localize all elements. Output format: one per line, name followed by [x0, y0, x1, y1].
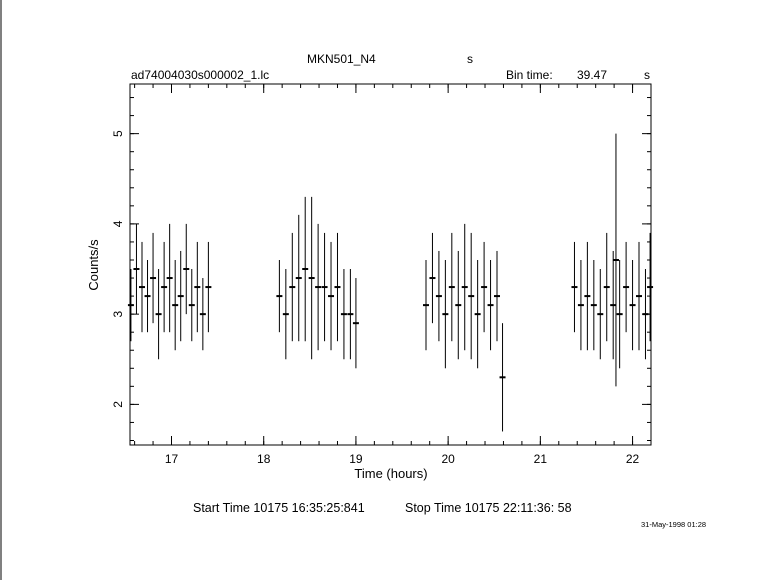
y-tick-label: 5	[111, 130, 125, 137]
x-tick-label: 19	[349, 452, 363, 466]
y-tick-label: 4	[111, 220, 125, 227]
x-tick-label: 18	[257, 452, 271, 466]
data-points	[127, 133, 654, 432]
x-tick-label: 21	[534, 452, 548, 466]
y-tick-label: 3	[111, 310, 125, 317]
bin-time-unit: s	[644, 68, 650, 82]
start-time: Start Time 10175 16:35:25:841	[193, 501, 365, 515]
object-name: MKN501_N4	[307, 52, 376, 66]
x-tick-label: 22	[626, 452, 640, 466]
bin-time-label: Bin time:	[506, 68, 553, 82]
x-tick-label: 17	[165, 452, 179, 466]
file-name: ad74004030s000002_1.lc	[131, 68, 270, 82]
plot-frame	[129, 83, 652, 446]
timestamp: 31-May-1998 01:28	[641, 520, 707, 529]
top-unit: s	[467, 52, 473, 66]
axis-ticks	[130, 84, 652, 445]
x-tick-label: 20	[441, 452, 455, 466]
y-tick-label: 2	[111, 401, 125, 408]
stop-time: Stop Time 10175 22:11:36: 58	[405, 501, 572, 515]
y-axis-label: Counts/s	[86, 239, 101, 291]
x-axis-label: Time (hours)	[354, 466, 427, 481]
bin-time-value: 39.47	[577, 68, 608, 82]
